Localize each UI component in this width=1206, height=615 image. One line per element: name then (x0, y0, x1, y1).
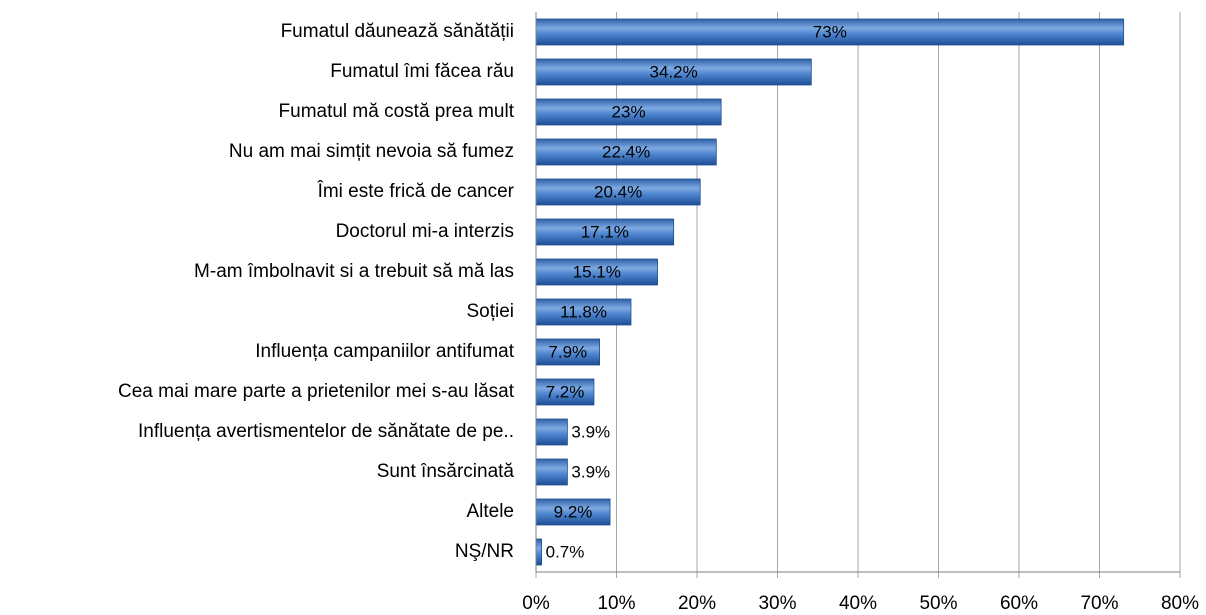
data-label: 73% (813, 22, 847, 41)
y-tick-label: Altele (466, 501, 514, 522)
bar (535, 498, 611, 526)
y-tick-label: Nu am mai simțit nevoia să fumez (229, 141, 514, 162)
data-label: 17.1% (581, 222, 629, 241)
bar (535, 18, 1125, 46)
data-label: 34.2% (650, 62, 698, 81)
y-tick-label: Influența avertismentelor de sănătate de… (138, 421, 514, 442)
data-label: 11.8% (560, 302, 607, 321)
y-tick-label: Sunt însărcinată (377, 461, 515, 482)
bar (535, 458, 568, 486)
y-tick-label: Soției (466, 301, 514, 322)
y-tick-label: NŞ/NR (455, 541, 514, 562)
data-label: 7.9% (548, 342, 587, 361)
y-tick-label: M-am îmbolnavit si a trebuit să mă las (194, 261, 514, 282)
data-label: 3.9% (571, 422, 610, 441)
x-tick-label: 10% (597, 593, 635, 614)
y-tick-label: Fumatul dăunează sănătății (281, 21, 514, 42)
x-tick-label: 0% (522, 593, 550, 614)
y-tick-label: Doctorul mi-a interzis (336, 221, 514, 242)
data-label: 22.4% (602, 142, 650, 161)
x-tick-label: 60% (1000, 593, 1038, 614)
bar (535, 338, 600, 366)
x-tick-label: 30% (758, 593, 796, 614)
bar (535, 178, 701, 206)
bar (535, 538, 543, 566)
data-label: 3.9% (571, 462, 610, 481)
data-label: 15.1% (573, 262, 621, 281)
y-tick-label: Fumatul mă costă prea mult (279, 101, 515, 122)
x-tick-label: 40% (839, 593, 877, 614)
data-label: 9.2% (554, 502, 593, 521)
x-tick-label: 80% (1161, 593, 1199, 614)
data-label: 20.4% (594, 182, 642, 201)
x-tick-label: 50% (919, 593, 957, 614)
bar (535, 58, 812, 86)
bar (535, 298, 632, 326)
bar (535, 98, 722, 126)
x-tick-label: 20% (678, 593, 716, 614)
data-label: 7.2% (546, 382, 585, 401)
y-tick-label: Influența campaniilor antifumat (255, 341, 514, 362)
bar (535, 258, 658, 286)
y-tick-label: Îmi este frică de cancer (317, 180, 515, 202)
data-label: 0.7% (546, 542, 585, 561)
y-tick-label: Fumatul îmi făcea rău (330, 61, 514, 82)
bar (535, 418, 568, 446)
x-tick-label: 70% (1080, 593, 1118, 614)
bar (535, 138, 717, 166)
data-label: 23% (612, 102, 646, 121)
y-tick-label: Cea mai mare parte a prietenilor mei s-a… (118, 381, 515, 402)
bar (535, 218, 675, 246)
